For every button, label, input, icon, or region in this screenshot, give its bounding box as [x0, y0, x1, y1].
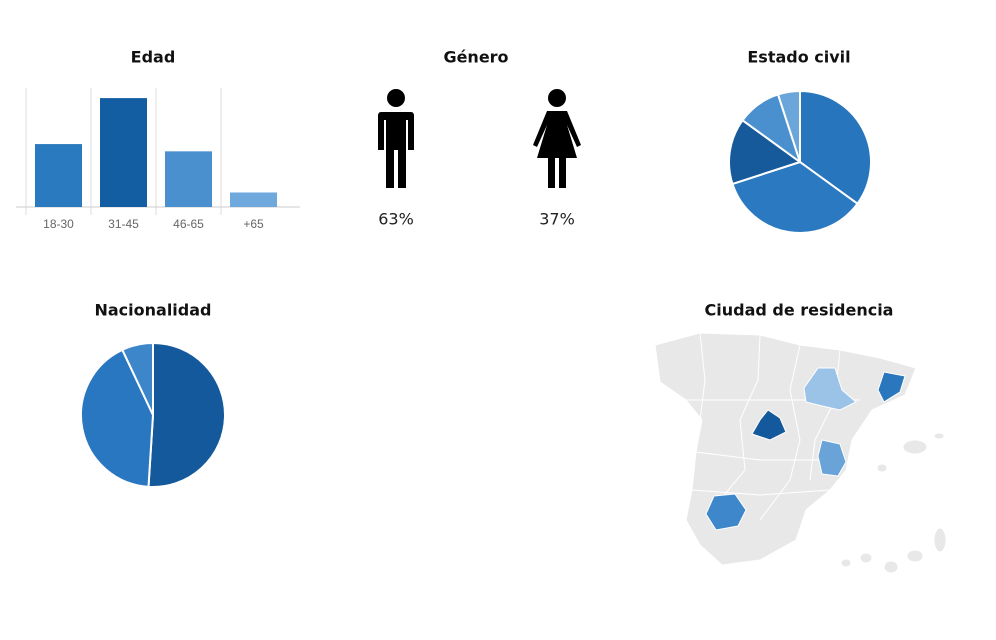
chart-title: Género	[443, 48, 508, 67]
pie-slice	[80, 348, 155, 488]
chart-title: Nacionalidad	[94, 301, 211, 320]
bar	[100, 98, 147, 207]
pie-slice	[121, 341, 154, 416]
island	[933, 527, 947, 553]
male-icon	[378, 89, 414, 188]
region	[817, 439, 847, 477]
percent-label: 37%	[539, 210, 575, 229]
mainland	[654, 332, 917, 566]
icon-head	[387, 89, 405, 107]
x-tick-label: +65	[243, 217, 264, 231]
pie-slice	[731, 160, 859, 234]
bar	[230, 192, 277, 207]
chart-title: Edad	[131, 48, 176, 67]
island	[876, 463, 888, 473]
region	[877, 371, 906, 403]
spain-map	[654, 332, 947, 574]
x-tick-label: 31-45	[108, 217, 139, 231]
icon-body	[378, 112, 414, 188]
region	[705, 493, 747, 531]
region	[751, 409, 787, 441]
female-icon	[533, 89, 581, 188]
region	[803, 367, 857, 411]
x-tick-label: 18-30	[43, 217, 74, 231]
chart-title: Ciudad de residencia	[705, 301, 894, 320]
island	[883, 560, 899, 574]
bar	[165, 151, 212, 207]
bar	[35, 144, 82, 207]
x-tick-label: 46-65	[173, 217, 204, 231]
island	[859, 552, 873, 564]
pie-slice	[147, 341, 226, 488]
island	[933, 432, 945, 440]
island	[902, 439, 928, 455]
island	[906, 549, 924, 563]
pie-slice	[776, 89, 801, 163]
percent-label: 63%	[378, 210, 414, 229]
icon-head	[548, 89, 566, 107]
icon-body	[533, 111, 581, 188]
pie-slice	[728, 118, 803, 186]
pie-slice	[799, 89, 872, 206]
island	[840, 558, 852, 568]
chart-title: Estado civil	[747, 48, 850, 67]
